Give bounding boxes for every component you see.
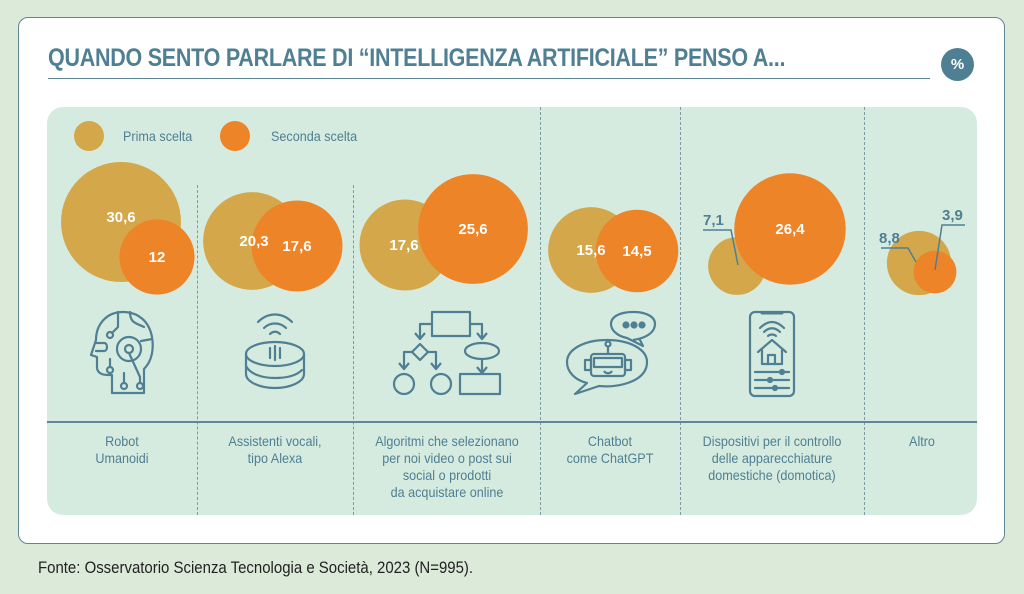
bubble-seconda-3 bbox=[595, 209, 679, 293]
value-label-prima-4: 7,1 bbox=[703, 212, 724, 229]
legend-swatch-prima bbox=[74, 121, 104, 151]
value-label-prima-5: 8,8 bbox=[879, 230, 900, 247]
labels-separator bbox=[47, 421, 977, 423]
value-label-seconda-1: 17,6 bbox=[282, 238, 311, 255]
category-label-domotica: Dispositivi per il controllo delle appare… bbox=[702, 433, 842, 483]
chatbot-icon bbox=[565, 310, 657, 396]
value-label-seconda-2: 25,6 bbox=[458, 221, 487, 238]
value-label-prima-0: 30,6 bbox=[106, 209, 135, 226]
bubble-seconda-1 bbox=[251, 200, 343, 292]
value-label-prima-2: 17,6 bbox=[389, 237, 418, 254]
value-label-prima-1: 20,3 bbox=[239, 233, 268, 250]
category-label-algoritmi: Algoritmi che selezionano per noi video o… bbox=[375, 433, 519, 500]
legend-label-seconda: Seconda scelta bbox=[271, 128, 358, 144]
robot-head-icon bbox=[89, 310, 154, 395]
flowchart-icon bbox=[392, 310, 502, 396]
column-divider bbox=[680, 107, 681, 515]
smart-home-phone-icon bbox=[748, 310, 796, 398]
source-note: Fonte: Osservatorio Scienza Tecnologia e… bbox=[38, 558, 474, 577]
chart-panel bbox=[47, 107, 977, 515]
legend-swatch-seconda bbox=[220, 121, 250, 151]
value-label-seconda-3: 14,5 bbox=[622, 243, 651, 260]
category-label-chatbot: Chatbot come ChatGPT bbox=[566, 433, 654, 466]
column-divider bbox=[540, 107, 541, 515]
category-label-robot: Robot Umanoidi bbox=[95, 433, 149, 466]
bubble-seconda-5 bbox=[913, 250, 957, 294]
callout-line-4-0 bbox=[703, 229, 739, 266]
value-label-seconda-4: 26,4 bbox=[775, 221, 805, 238]
legend-label-prima: Prima scelta bbox=[123, 128, 193, 144]
title-underline bbox=[48, 78, 930, 79]
callout-line-5-0 bbox=[881, 247, 917, 263]
bubble-seconda-0 bbox=[119, 219, 195, 295]
value-label-prima-3: 15,6 bbox=[576, 242, 605, 259]
category-label-assistenti: Assistenti vocali, tipo Alexa bbox=[228, 433, 322, 466]
value-label-seconda-5: 3,9 bbox=[942, 207, 963, 224]
column-divider bbox=[864, 107, 865, 515]
percent-unit-badge: % bbox=[941, 48, 974, 81]
column-divider bbox=[197, 185, 198, 515]
column-divider bbox=[353, 185, 354, 515]
value-label-seconda-0: 12 bbox=[149, 249, 166, 266]
chart-title: QUANDO SENTO PARLARE DI “INTELLIGENZA AR… bbox=[48, 44, 786, 72]
bubble-seconda-2 bbox=[418, 174, 528, 284]
smart-speaker-icon bbox=[244, 313, 306, 390]
category-label-altro: Altro bbox=[909, 433, 935, 449]
bubble-seconda-4 bbox=[734, 173, 846, 285]
callout-line-5-1 bbox=[934, 224, 965, 271]
